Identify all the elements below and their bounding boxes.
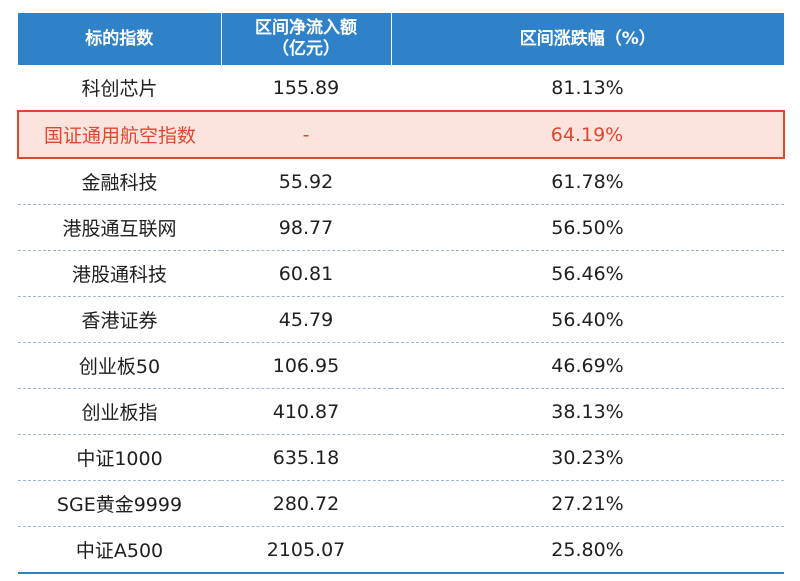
cell-index-name: 创业板50 (18, 342, 221, 389)
cell-net-inflow: 280.72 (221, 480, 391, 527)
cell-index-name: 中证1000 (18, 434, 221, 481)
table-row: 中证1000 635.18 30.23% (18, 434, 784, 481)
cell-change: 64.19% (391, 110, 785, 159)
cell-index-name: 金融科技 (18, 158, 221, 205)
cell-index-name: 港股通互联网 (18, 204, 221, 251)
table-row: 香港证券 45.79 56.40% (18, 296, 784, 343)
cell-change: 56.50% (391, 204, 784, 251)
header-net-inflow-line2: （亿元） (272, 39, 340, 59)
cell-index-name: 香港证券 (18, 296, 221, 343)
header-index-name: 标的指数 (18, 13, 221, 65)
header-row: 标的指数 区间净流入额 （亿元） 区间涨跌幅（%） (18, 13, 784, 65)
table-row: 金融科技 55.92 61.78% (18, 158, 784, 205)
header-change: 区间涨跌幅（%） (390, 13, 784, 65)
cell-net-inflow: 98.77 (221, 204, 391, 251)
cell-change: 61.78% (391, 158, 784, 205)
cell-net-inflow: 45.79 (221, 296, 391, 343)
cell-net-inflow: - (221, 110, 391, 159)
table-row: 中证A500 2105.07 25.80% (18, 526, 784, 574)
cell-net-inflow: 106.95 (221, 342, 391, 389)
table-row: 港股通科技 60.81 56.46% (18, 250, 784, 297)
cell-net-inflow: 635.18 (221, 434, 391, 481)
cell-index-name: 中证A500 (18, 526, 221, 574)
cell-net-inflow: 55.92 (221, 158, 391, 205)
cell-change: 30.23% (391, 434, 784, 481)
index-table: 标的指数 区间净流入额 （亿元） 区间涨跌幅（%） 科创芯片 155.89 81… (17, 13, 785, 574)
table-row: 科创芯片 155.89 81.13% (18, 65, 784, 112)
cell-index-name: 科创芯片 (18, 65, 221, 112)
cell-net-inflow: 410.87 (221, 388, 391, 435)
cell-index-name: 国证通用航空指数 (17, 110, 221, 159)
cell-net-inflow: 2105.07 (221, 526, 391, 574)
cell-change: 38.13% (391, 388, 784, 435)
cell-index-name: SGE黄金9999 (18, 480, 221, 527)
cell-index-name: 港股通科技 (18, 250, 221, 297)
cell-change: 56.40% (391, 296, 784, 343)
cell-change: 25.80% (391, 526, 784, 574)
table-row-highlighted: 国证通用航空指数 - 64.19% (17, 110, 785, 159)
table-row: SGE黄金9999 280.72 27.21% (18, 480, 784, 527)
cell-change: 27.21% (391, 480, 784, 527)
cell-change: 56.46% (391, 250, 784, 297)
cell-net-inflow: 60.81 (221, 250, 391, 297)
header-net-inflow: 区间净流入额 （亿元） (220, 13, 391, 65)
cell-change: 81.13% (391, 65, 784, 112)
cell-index-name: 创业板指 (18, 388, 221, 435)
header-net-inflow-line1: 区间净流入额 (255, 18, 357, 38)
cell-change: 46.69% (391, 342, 784, 389)
table-row: 创业板指 410.87 38.13% (18, 388, 784, 435)
table-row: 港股通互联网 98.77 56.50% (18, 204, 784, 251)
table-row: 创业板50 106.95 46.69% (18, 342, 784, 389)
cell-net-inflow: 155.89 (221, 65, 391, 112)
